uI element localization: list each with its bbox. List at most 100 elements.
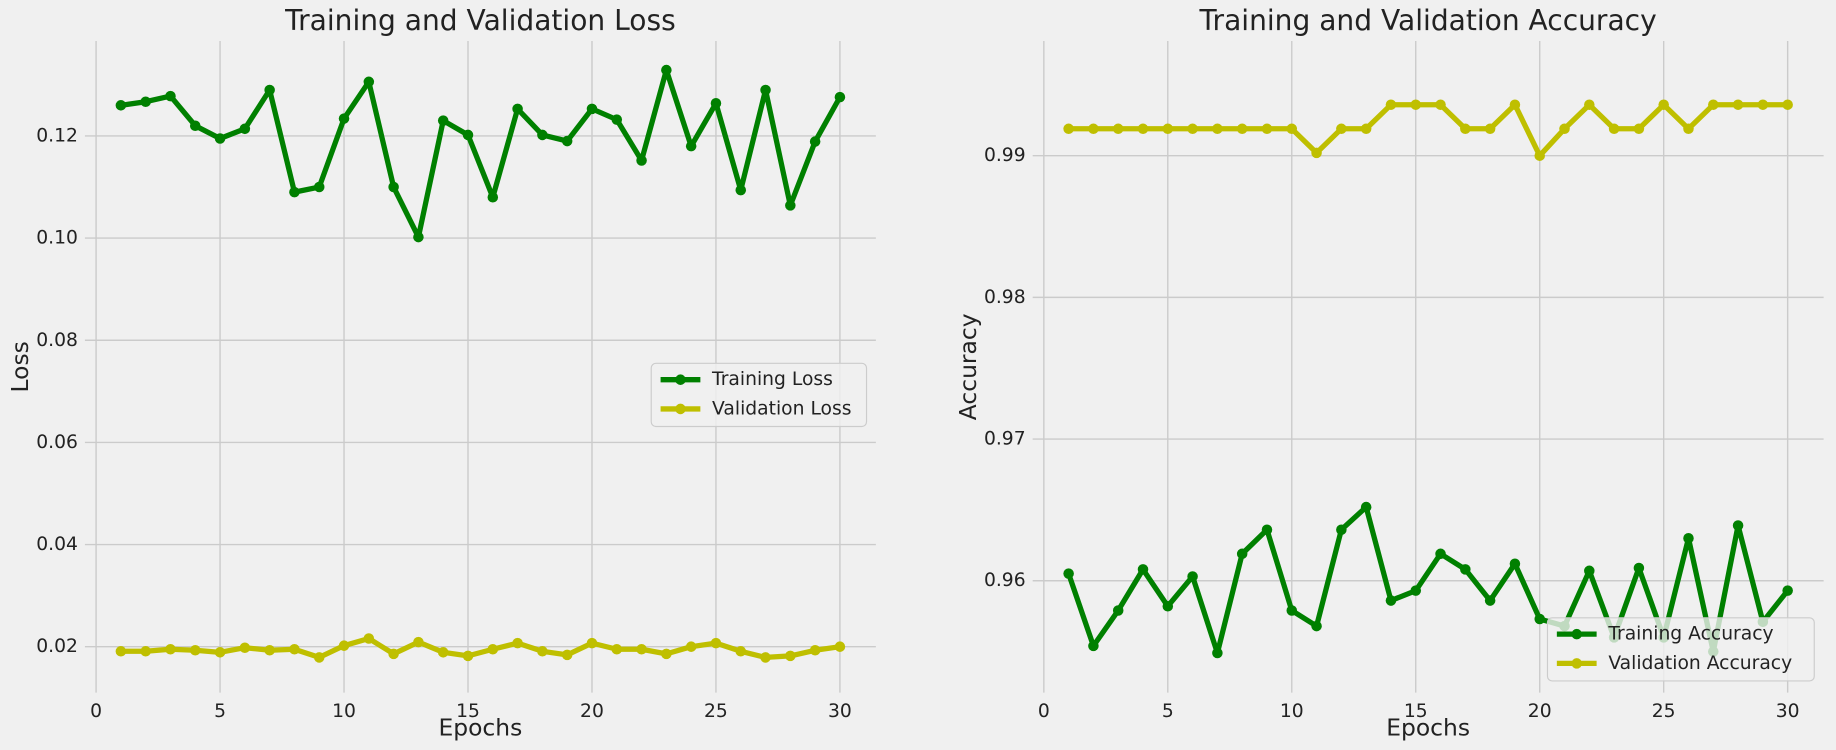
marker <box>1460 123 1471 135</box>
legend-label: Training Loss <box>711 369 833 390</box>
marker <box>1509 558 1521 570</box>
marker <box>735 646 747 657</box>
x-tick-label: 20 <box>580 701 604 722</box>
marker <box>1112 123 1124 135</box>
marker <box>636 643 647 655</box>
y-tick-label: 0.12 <box>36 125 78 146</box>
marker <box>1286 605 1298 616</box>
x-tick-label: 20 <box>1528 701 1552 722</box>
marker <box>1286 123 1298 135</box>
x-tick-label: 5 <box>1162 701 1174 722</box>
marker <box>1584 565 1595 577</box>
marker <box>289 643 300 655</box>
marker <box>1757 99 1769 110</box>
marker <box>165 90 176 102</box>
x-tick-label: 25 <box>1652 701 1676 722</box>
y-axis-label: Accuracy <box>954 313 982 420</box>
marker <box>809 645 821 656</box>
marker <box>685 140 697 152</box>
marker <box>1534 613 1545 625</box>
marker <box>487 643 499 655</box>
marker <box>1732 99 1744 110</box>
marker <box>1509 99 1521 110</box>
marker <box>1460 564 1471 575</box>
marker <box>1584 99 1595 110</box>
x-tick-label: 15 <box>1404 701 1428 722</box>
marker <box>189 120 201 132</box>
marker <box>1410 585 1422 596</box>
legend-label: Validation Loss <box>712 398 851 419</box>
marker <box>1063 123 1074 135</box>
marker <box>214 133 226 144</box>
marker <box>363 633 375 644</box>
marker <box>586 103 598 115</box>
x-axis-label: Epochs <box>1386 713 1470 741</box>
marker <box>785 650 796 662</box>
marker <box>537 129 548 141</box>
marker <box>1162 123 1174 135</box>
marker <box>487 191 499 203</box>
y-tick-label: 0.10 <box>36 228 78 249</box>
marker <box>1336 123 1347 135</box>
legend: Training Loss Validation Loss <box>650 362 868 428</box>
x-tick-label: 0 <box>1038 701 1050 722</box>
marker <box>834 91 846 103</box>
marker <box>710 637 722 649</box>
marker <box>437 647 449 658</box>
y-tick-label: 0.04 <box>36 534 78 555</box>
marker <box>1212 123 1223 135</box>
marker <box>1658 99 1669 110</box>
marker <box>1360 123 1372 135</box>
y-tick-label: 0.08 <box>36 330 78 351</box>
legend-marker <box>675 374 686 385</box>
x-tick-label: 5 <box>214 701 226 722</box>
marker <box>710 97 722 109</box>
marker <box>1162 600 1174 612</box>
x-tick-label: 30 <box>828 701 852 722</box>
marker <box>586 637 598 649</box>
marker <box>363 76 375 88</box>
marker <box>189 645 201 656</box>
y-axis-label: Loss <box>6 341 34 392</box>
legend: Training Accuracy Validation Accuracy <box>1546 617 1815 682</box>
y-tick-label: 0.99 <box>984 145 1026 166</box>
marker <box>1534 150 1545 161</box>
legend-marker <box>1571 628 1583 640</box>
marker <box>462 129 474 141</box>
marker <box>1336 524 1347 536</box>
x-tick-label: 10 <box>1280 701 1304 722</box>
marker <box>140 646 151 657</box>
marker <box>338 113 350 124</box>
marker <box>462 650 474 662</box>
marker <box>1112 605 1124 616</box>
marker <box>388 648 399 660</box>
marker <box>1435 548 1446 560</box>
y-tick-label: 0.06 <box>36 432 78 453</box>
marker <box>834 641 846 652</box>
marker <box>1683 123 1694 135</box>
marker <box>289 186 300 198</box>
x-axis-label: Epochs <box>438 713 522 741</box>
marker <box>1236 123 1248 135</box>
marker <box>561 135 573 147</box>
marker <box>264 84 275 96</box>
marker <box>1385 595 1397 606</box>
marker <box>760 652 771 663</box>
marker <box>1137 123 1149 135</box>
marker <box>313 181 325 193</box>
legend-box <box>1546 617 1815 682</box>
y-tick-label: 0.02 <box>36 636 78 657</box>
marker <box>1063 568 1074 579</box>
marker <box>785 200 796 211</box>
y-tick-label: 0.97 <box>984 429 1026 450</box>
marker <box>1137 564 1149 575</box>
x-tick-label: 25 <box>704 701 728 722</box>
marker <box>115 100 127 111</box>
marker <box>661 648 672 660</box>
marker <box>1187 571 1198 582</box>
marker <box>239 123 251 135</box>
marker <box>1633 123 1645 135</box>
y-tick-label: 0.96 <box>984 570 1026 591</box>
marker <box>611 643 623 655</box>
